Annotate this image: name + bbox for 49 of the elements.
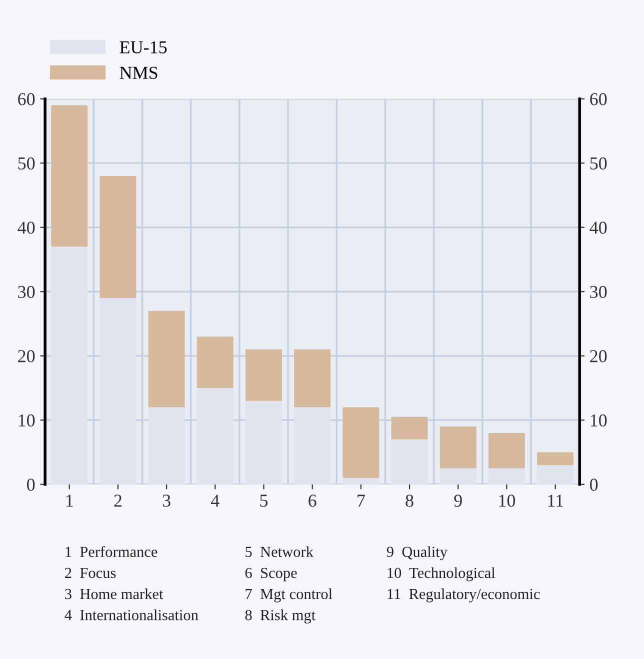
text: 6 Scope (245, 568, 297, 582)
text: 2 Focus (65, 568, 116, 578)
legend-label: EU-15 (120, 41, 167, 54)
text: 8 Risk mgt (245, 610, 316, 624)
text: 9 Quality (386, 546, 448, 560)
text: 7 Mgt control (246, 588, 332, 602)
bar (148, 310, 185, 408)
x-tick-label: 11 (548, 494, 563, 507)
x-tick-label: 7 (358, 494, 365, 507)
bar (100, 176, 136, 298)
bar (488, 432, 525, 468)
bar (342, 407, 380, 478)
x-tick-label: 9 (454, 494, 462, 507)
bar (51, 105, 88, 247)
text: 11 Regulatory/economic (388, 588, 540, 602)
x-tick-label: 2 (114, 494, 122, 507)
y2-tick-label: 40 (590, 222, 607, 234)
x-tick-label: 1 (66, 494, 73, 507)
bar (440, 426, 476, 468)
y-tick-label: 30 (18, 286, 35, 298)
y2-tick-label: 0 (590, 478, 598, 491)
y-tick-label: 40 (18, 222, 35, 234)
y-tick-label: 10 (18, 414, 35, 427)
text: 5 Network (246, 546, 314, 558)
legend-label: NMS (120, 66, 158, 79)
x-tick-label: 6 (308, 494, 316, 507)
x-tick-label: 3 (162, 494, 170, 507)
y-tick-label: 60 (18, 93, 35, 106)
text: 10 Technological (388, 567, 496, 582)
bar (246, 349, 282, 401)
y2-tick-label: 10 (590, 414, 607, 427)
y-tick-label: 0 (27, 478, 35, 491)
bar (294, 349, 331, 408)
text: 3 Home market (65, 588, 164, 600)
y2-tick-label: 60 (590, 93, 607, 106)
y2-tick-label: 20 (590, 350, 607, 362)
y-tick-label: 50 (18, 157, 35, 170)
y-tick-label: 20 (18, 350, 35, 362)
y2-tick-label: 50 (590, 157, 607, 170)
x-tick-label: 5 (260, 494, 268, 507)
y2-tick-label: 30 (590, 286, 607, 298)
bar (196, 336, 234, 388)
bar (391, 416, 428, 440)
bar (537, 452, 574, 466)
x-tick-label: 4 (210, 494, 220, 507)
x-tick-label: 10 (499, 494, 516, 507)
text: 4 Internationalisation (64, 610, 198, 620)
x-tick-label: 8 (406, 494, 414, 507)
text: 1 Performance (66, 546, 158, 558)
